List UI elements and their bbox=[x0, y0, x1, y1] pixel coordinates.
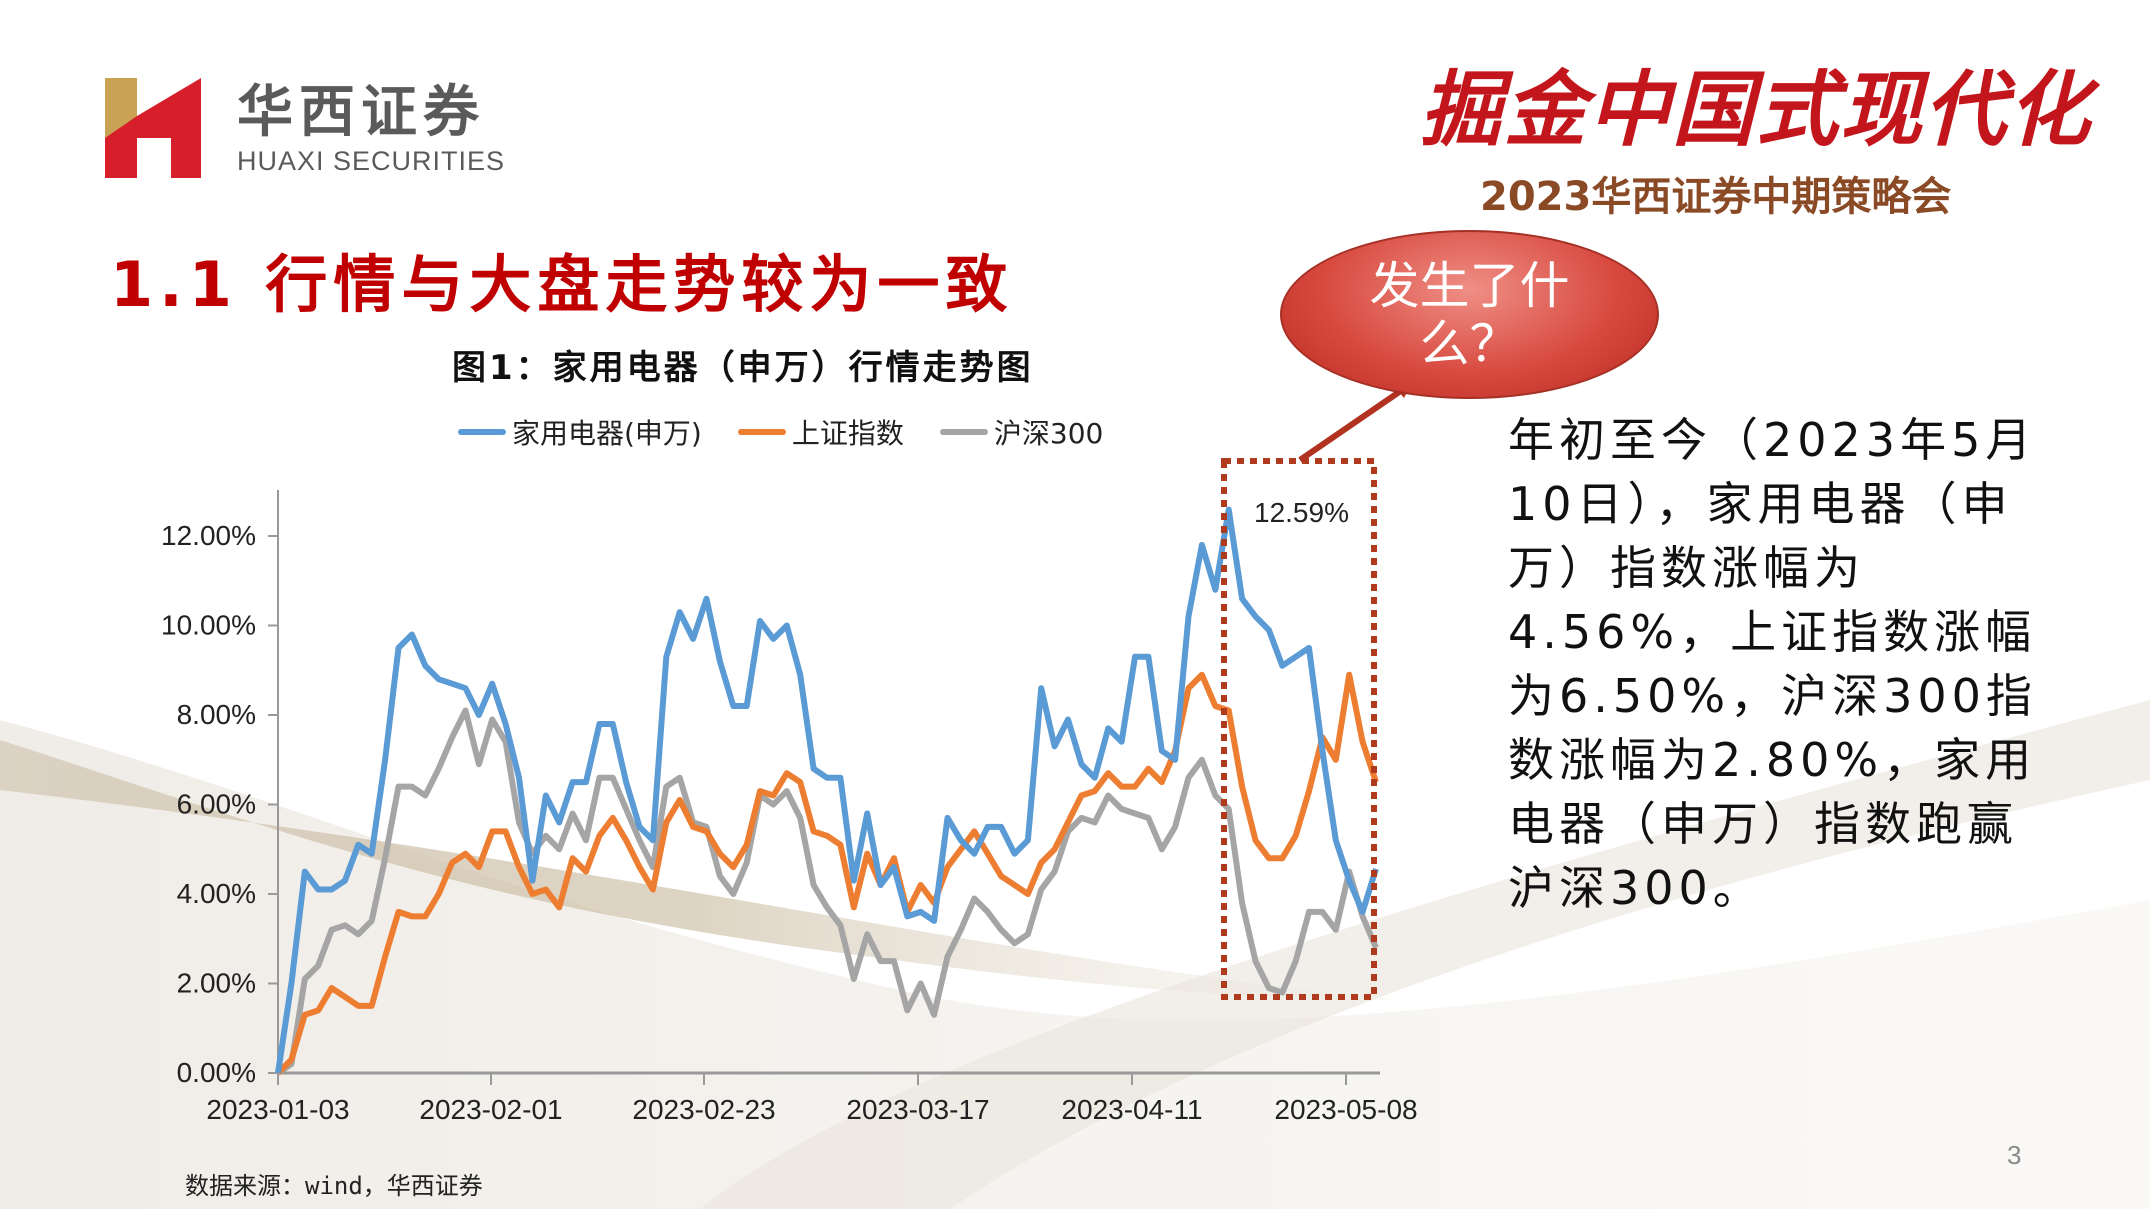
chart-legend: 家用电器(申万) 上证指数 沪深300 bbox=[458, 412, 1139, 452]
y-tick-label: 0.00% bbox=[177, 1057, 256, 1088]
data-source-note: 数据来源：wind，华西证券 bbox=[185, 1172, 483, 1200]
legend-swatch-orange bbox=[737, 429, 786, 435]
y-tick-label: 12.00% bbox=[161, 520, 256, 551]
legend-swatch-gray bbox=[939, 429, 988, 435]
legend-item-shanghai: 上证指数 bbox=[737, 412, 904, 452]
x-tick-label: 2023-03-17 bbox=[846, 1094, 989, 1125]
x-tick-label: 2023-05-08 bbox=[1274, 1094, 1417, 1125]
x-tick-label: 2023-02-01 bbox=[419, 1094, 562, 1125]
event-banner: 掘金中国式现代化 2023华西证券中期策略会 bbox=[1420, 60, 2092, 222]
peak-annotation: 12.59% bbox=[1254, 497, 1349, 528]
summary-text: 年初至今（2023年5月10日），家用电器（申万）指数涨幅为4.56%，上证指数… bbox=[1508, 413, 2037, 915]
x-tick-label: 2023-02-23 bbox=[632, 1094, 775, 1125]
page-number: 3 bbox=[2007, 1140, 2022, 1170]
highlight-dashed-box bbox=[1221, 458, 1377, 1000]
series-line bbox=[275, 671, 1379, 1076]
legend-label: 沪深300 bbox=[993, 417, 1104, 450]
logo-chinese-name: 华西证券 bbox=[237, 78, 485, 145]
section-title: 1.1 行情与大盘走势较为一致 bbox=[110, 248, 1014, 321]
callout-text: 发生了什么？ bbox=[1369, 256, 1570, 373]
x-tick-label: 2023-04-11 bbox=[1061, 1094, 1202, 1125]
y-tick-label: 8.00% bbox=[177, 699, 256, 730]
legend-label: 上证指数 bbox=[791, 417, 904, 450]
huaxi-logo: 华西证券 HUAXI SECURITIES bbox=[105, 78, 505, 178]
question-callout-bubble: 发生了什么？ bbox=[1280, 230, 1659, 399]
y-tick-label: 10.00% bbox=[161, 610, 256, 641]
legend-item-appliance: 家用电器(申万) bbox=[458, 412, 702, 452]
chart-axes: 0.00% 2.00% 4.00% 6.00% 8.00% 10.00% 12.00% 202… bbox=[161, 490, 1418, 1125]
legend-swatch-blue bbox=[458, 429, 506, 435]
huaxi-logo-icon bbox=[105, 78, 201, 178]
chart-title: 图1：家用电器（申万）行情走势图 bbox=[452, 348, 1034, 388]
series-line bbox=[275, 506, 1379, 1074]
series-line bbox=[276, 707, 1379, 1076]
x-tick-label: 2023-01-03 bbox=[206, 1094, 349, 1125]
legend-label: 家用电器(申万) bbox=[512, 417, 702, 450]
event-title: 掘金中国式现代化 bbox=[1420, 62, 2092, 158]
logo-english-name: HUAXI SECURITIES bbox=[237, 145, 506, 176]
legend-item-csi300: 沪深300 bbox=[939, 412, 1104, 452]
y-tick-label: 2.00% bbox=[177, 968, 256, 999]
y-tick-label: 4.00% bbox=[177, 878, 256, 909]
event-subtitle: 2023华西证券中期策略会 bbox=[1480, 174, 1952, 220]
chart-series bbox=[275, 506, 1379, 1076]
y-tick-label: 6.00% bbox=[177, 789, 256, 820]
